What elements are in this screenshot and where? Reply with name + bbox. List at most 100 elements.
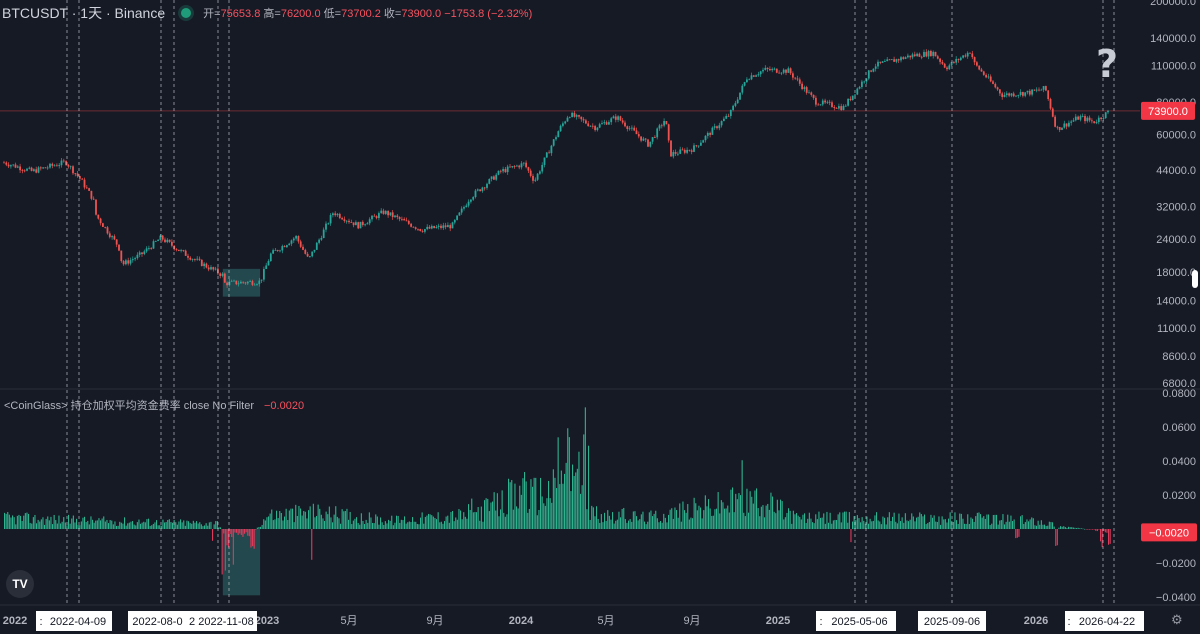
funding-bar [271, 509, 273, 529]
candle [12, 164, 15, 166]
candle [184, 250, 187, 256]
funding-bar [850, 529, 852, 543]
funding-bar [576, 468, 578, 529]
funding-bar [176, 524, 178, 529]
funding-bar [10, 517, 12, 529]
candle [198, 258, 201, 260]
funding-bar [917, 516, 919, 529]
funding-bar [151, 525, 153, 529]
candle [251, 281, 254, 285]
candle [465, 205, 468, 208]
funding-bar [432, 516, 434, 529]
funding-bar [700, 507, 702, 529]
funding-bar [324, 520, 326, 529]
funding-bar [336, 516, 338, 529]
candle [1093, 121, 1096, 124]
tradingview-logo-icon[interactable]: TV [6, 570, 34, 598]
candle [221, 273, 224, 276]
candle [787, 68, 790, 73]
funding-bar [575, 472, 577, 529]
funding-bar [711, 515, 713, 529]
funding-bar [808, 512, 810, 529]
candle [743, 82, 746, 86]
candle [713, 126, 716, 128]
candle [614, 116, 617, 120]
funding-bar [1093, 529, 1095, 530]
funding-bar [786, 512, 788, 529]
funding-bar [536, 515, 538, 529]
funding-bar [359, 524, 361, 529]
funding-bar [968, 523, 970, 529]
clipped-marker-box: : [1065, 611, 1073, 631]
funding-bar [98, 518, 100, 529]
funding-bar [280, 512, 282, 529]
funding-bar [469, 510, 471, 529]
funding-bar [1109, 529, 1111, 544]
candle [1033, 89, 1036, 91]
candle [1100, 117, 1102, 120]
candle [1010, 93, 1013, 96]
candle [1012, 93, 1015, 97]
candle [435, 226, 438, 229]
funding-bar [800, 519, 802, 529]
funding-bar [984, 518, 986, 529]
funding-bar [154, 522, 156, 529]
funding-bar [613, 523, 615, 529]
funding-bar [640, 514, 642, 529]
funding-bar [952, 522, 954, 529]
funding-bar [1008, 521, 1010, 529]
funding-bar [612, 512, 614, 529]
funding-bar [13, 517, 15, 529]
indicator-title[interactable]: <CoinGlass> 持仓加权平均资金费率 close No Filter −0… [4, 400, 305, 412]
candle [665, 121, 668, 125]
funding-bar [114, 521, 116, 529]
funding-bar [543, 503, 545, 529]
candle [704, 135, 707, 141]
gear-icon[interactable]: ⚙ [1171, 612, 1183, 627]
funding-bar [508, 478, 510, 529]
candle [410, 223, 412, 227]
candle [911, 54, 914, 58]
funding-bar [452, 511, 454, 529]
funding-bar [826, 511, 828, 529]
candle [973, 57, 976, 63]
funding-bar [525, 481, 527, 529]
ohlc-readout: 开=75653.8 高=76200.0 低=73700.2 收=73900.0 … [203, 8, 533, 20]
candle [76, 173, 79, 177]
time-axis-label: 2022 [3, 615, 27, 627]
funding-bar [701, 518, 703, 529]
funding-bar [8, 514, 10, 529]
funding-bar [533, 477, 535, 529]
candle [918, 53, 921, 57]
funding-bar [1037, 520, 1039, 529]
funding-bar [221, 529, 223, 575]
funding-bar [461, 519, 463, 529]
funding-bar [589, 519, 591, 529]
candle [854, 94, 856, 96]
candle [398, 217, 401, 219]
funding-bar [87, 520, 89, 529]
candle [649, 141, 652, 147]
funding-bar [74, 522, 76, 529]
funding-bar [912, 516, 914, 529]
funding-bar [791, 523, 793, 529]
candle [640, 136, 642, 141]
candle [539, 171, 541, 174]
candle [14, 164, 17, 168]
candle [667, 124, 670, 141]
funding-bar [183, 520, 185, 529]
candle [1077, 116, 1079, 120]
funding-bar [748, 512, 750, 529]
symbol-title[interactable]: BTCUSDT · 1天 · Binance [2, 5, 166, 21]
price-axis-tick: 140000.0 [1150, 33, 1196, 45]
funding-bar [268, 516, 270, 529]
candle [824, 100, 826, 103]
candle [741, 85, 744, 93]
funding-bar [460, 510, 462, 529]
funding-bar [629, 519, 631, 529]
funding-bar [412, 517, 414, 529]
funding-bar [194, 522, 196, 529]
candle [716, 126, 718, 129]
funding-bar [356, 517, 358, 529]
